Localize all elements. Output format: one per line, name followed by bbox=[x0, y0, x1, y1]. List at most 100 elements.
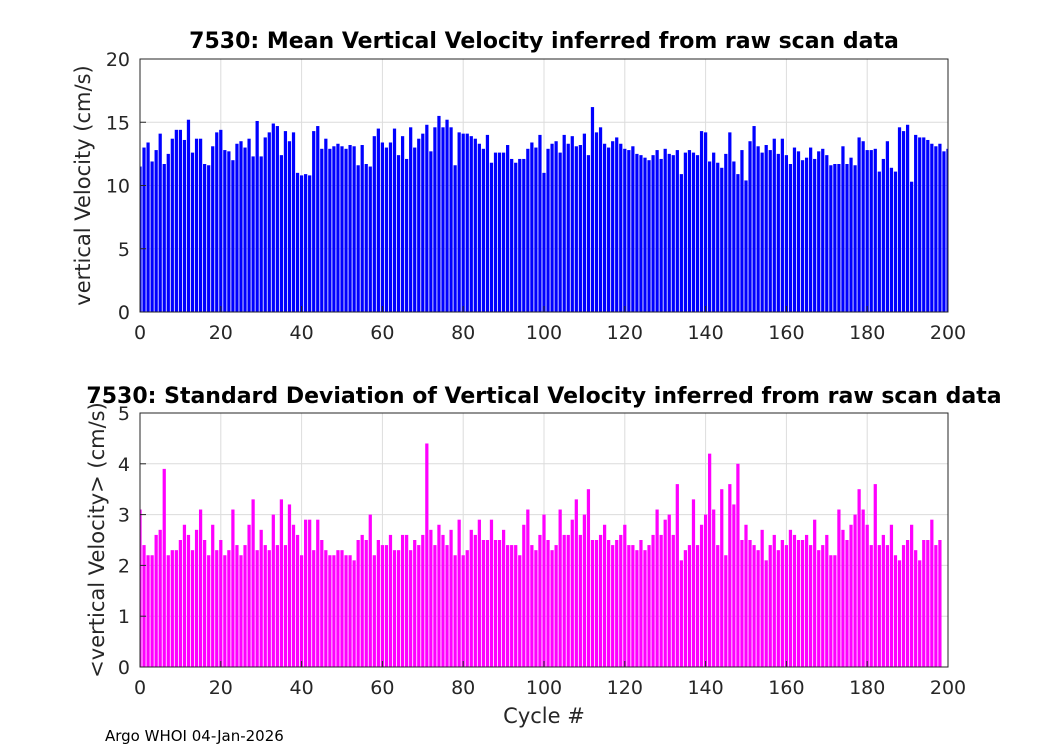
std-velocity-bar bbox=[566, 534, 570, 667]
std-velocity-bar bbox=[776, 550, 780, 667]
std-velocity-bar bbox=[623, 524, 627, 667]
std-velocity-bar bbox=[800, 540, 805, 667]
mean-velocity-bar bbox=[558, 152, 562, 312]
mean-velocity-bar bbox=[780, 138, 784, 312]
std-velocity-bar bbox=[251, 499, 255, 667]
std-velocity-bar bbox=[215, 550, 219, 667]
std-velocity-bar bbox=[728, 484, 732, 667]
mean-velocity-bar bbox=[405, 158, 409, 312]
std-velocity-xtick-label: 160 bbox=[768, 677, 804, 699]
std-velocity-bar bbox=[744, 524, 748, 667]
mean-velocity-bar bbox=[372, 136, 376, 312]
std-velocity-bar bbox=[469, 529, 473, 667]
mean-velocity-bar bbox=[259, 156, 263, 312]
mean-velocity-bar bbox=[703, 132, 708, 312]
std-velocity-bar bbox=[893, 555, 898, 667]
std-velocity-bar bbox=[651, 534, 655, 667]
mean-velocity-bar bbox=[910, 181, 914, 312]
mean-velocity-bar bbox=[837, 164, 841, 312]
mean-velocity-bar bbox=[271, 123, 275, 313]
std-velocity-xtick-label: 80 bbox=[451, 677, 475, 699]
mean-velocity-bar bbox=[550, 143, 554, 312]
std-velocity-bar bbox=[788, 529, 793, 667]
std-velocity-bar bbox=[918, 560, 922, 667]
std-velocity-ytick-label: 2 bbox=[118, 555, 130, 577]
std-velocity-bar bbox=[615, 540, 619, 667]
std-velocity-bar bbox=[227, 550, 231, 667]
std-velocity-ytick-label: 4 bbox=[118, 454, 130, 476]
std-velocity-xtick-label: 120 bbox=[607, 677, 643, 699]
std-velocity-bar bbox=[154, 534, 158, 667]
std-velocity-bar bbox=[570, 519, 574, 667]
mean-velocity-bar bbox=[897, 127, 902, 312]
mean-velocity-bar bbox=[538, 134, 542, 312]
mean-velocity-xtick-label: 100 bbox=[526, 322, 562, 344]
std-velocity-bar bbox=[877, 545, 881, 667]
mean-velocity-bar bbox=[243, 147, 247, 312]
mean-velocity-bar bbox=[227, 151, 231, 312]
std-velocity-bar bbox=[905, 540, 910, 667]
std-velocity-bar bbox=[481, 540, 486, 667]
std-velocity-bar bbox=[360, 534, 364, 667]
mean-velocity-bar bbox=[905, 124, 910, 312]
mean-velocity-bar bbox=[348, 145, 352, 312]
std-velocity-bar bbox=[364, 540, 368, 667]
std-velocity-bar bbox=[881, 534, 885, 667]
std-velocity-bar bbox=[372, 555, 376, 667]
mean-velocity-bar bbox=[881, 158, 885, 312]
mean-velocity-bar bbox=[659, 158, 663, 312]
std-velocity-bar bbox=[760, 529, 764, 667]
std-velocity-bar bbox=[720, 489, 724, 667]
mean-velocity-bar bbox=[198, 138, 203, 312]
mean-velocity-bar bbox=[942, 151, 946, 312]
std-velocity-bar bbox=[740, 540, 744, 667]
std-velocity-bar bbox=[506, 545, 510, 667]
std-velocity-bar bbox=[897, 560, 902, 667]
mean-velocity-bar bbox=[821, 148, 825, 312]
mean-velocity-bar bbox=[869, 150, 873, 312]
std-velocity-bar bbox=[336, 550, 340, 667]
std-velocity-bar bbox=[627, 545, 631, 667]
std-velocity-bar bbox=[186, 534, 191, 667]
std-velocity-bar bbox=[663, 519, 667, 667]
mean-velocity-bar bbox=[413, 147, 417, 312]
mean-velocity-bar bbox=[518, 158, 522, 312]
std-velocity-bar bbox=[340, 550, 344, 667]
mean-velocity-bar bbox=[510, 158, 514, 312]
mean-velocity-bar bbox=[623, 148, 627, 312]
mean-velocity-bar bbox=[223, 150, 227, 312]
mean-velocity-ytick-label: 15 bbox=[106, 112, 130, 134]
std-velocity-bar bbox=[671, 534, 675, 667]
std-velocity-bar bbox=[865, 524, 869, 667]
std-velocity-bar bbox=[433, 545, 437, 667]
std-velocity-bar bbox=[291, 524, 296, 667]
mean-velocity-bar bbox=[578, 145, 582, 312]
std-velocity-bar bbox=[295, 534, 300, 667]
std-velocity-bar bbox=[384, 545, 389, 667]
std-velocity-bar bbox=[489, 519, 494, 667]
mean-velocity-bar bbox=[190, 152, 195, 312]
mean-velocity-bar bbox=[930, 143, 934, 312]
mean-velocity-bar bbox=[586, 155, 591, 312]
std-velocity-bar bbox=[247, 524, 251, 667]
std-velocity-bar bbox=[320, 540, 324, 667]
mean-velocity-bar bbox=[400, 136, 405, 312]
std-velocity-bar bbox=[493, 540, 498, 667]
std-velocity-bar bbox=[140, 509, 142, 667]
mean-velocity-bar bbox=[825, 155, 829, 312]
mean-velocity-bar bbox=[384, 147, 389, 312]
std-velocity-bar bbox=[263, 545, 267, 667]
std-velocity-bar bbox=[453, 555, 457, 667]
std-velocity-bar bbox=[655, 509, 659, 667]
mean-velocity-bar bbox=[469, 136, 473, 312]
mean-velocity-bar bbox=[392, 128, 397, 312]
std-velocity-bar bbox=[594, 540, 599, 667]
mean-velocity-bar bbox=[316, 126, 320, 312]
mean-velocity-ytick-label: 20 bbox=[106, 49, 130, 71]
mean-velocity-bar bbox=[776, 153, 780, 313]
std-velocity-bar bbox=[150, 555, 154, 667]
mean-velocity-bar bbox=[667, 153, 671, 313]
mean-velocity-bar bbox=[574, 146, 578, 312]
mean-velocity-bar bbox=[792, 147, 797, 312]
mean-velocity-bar bbox=[768, 150, 772, 312]
